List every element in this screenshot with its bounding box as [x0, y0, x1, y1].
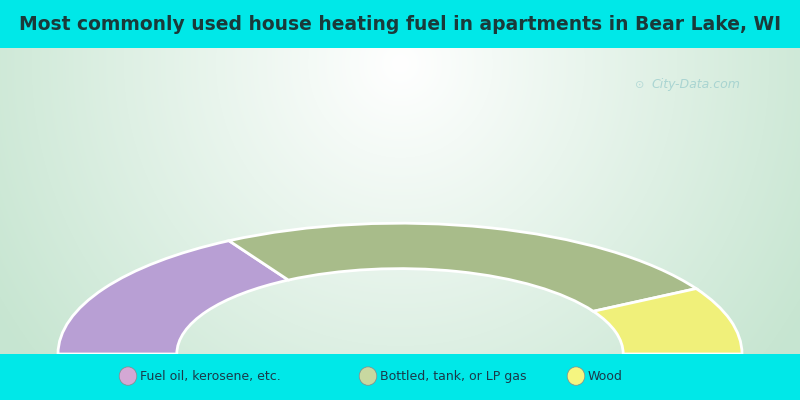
- Text: Most commonly used house heating fuel in apartments in Bear Lake, WI: Most commonly used house heating fuel in…: [19, 14, 781, 34]
- Ellipse shape: [119, 367, 137, 385]
- Text: Bottled, tank, or LP gas: Bottled, tank, or LP gas: [380, 370, 526, 382]
- Text: Fuel oil, kerosene, etc.: Fuel oil, kerosene, etc.: [140, 370, 281, 382]
- Text: ⊙: ⊙: [635, 80, 645, 90]
- Wedge shape: [58, 241, 288, 354]
- Ellipse shape: [567, 367, 585, 385]
- Wedge shape: [229, 223, 696, 311]
- Ellipse shape: [359, 367, 377, 385]
- Wedge shape: [594, 288, 742, 354]
- Text: City-Data.com: City-Data.com: [651, 78, 741, 91]
- Text: Wood: Wood: [588, 370, 623, 382]
